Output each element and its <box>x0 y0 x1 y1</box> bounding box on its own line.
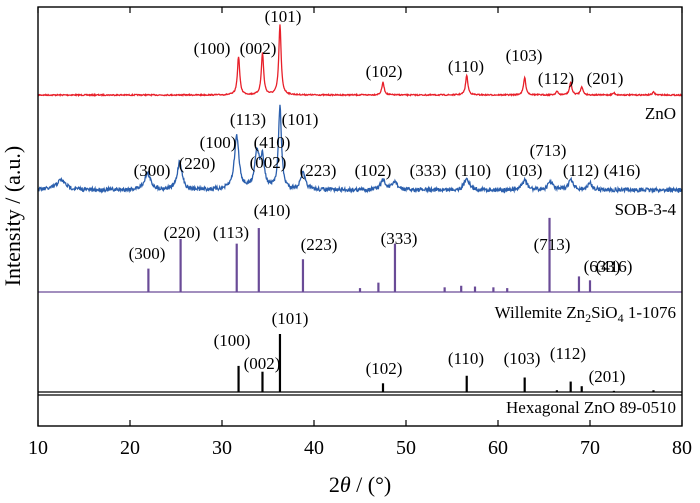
peak-label: (101) <box>272 309 309 328</box>
peak-label: (103) <box>506 46 543 65</box>
x-axis-title: 2θ / (°) <box>329 472 391 497</box>
x-tick-label: 80 <box>672 437 692 459</box>
peak-label: (101) <box>282 110 319 129</box>
peak-label: (100) <box>200 133 237 152</box>
x-tick-label: 40 <box>304 437 324 459</box>
peak-label: (416) <box>596 257 633 276</box>
peak-label: (110) <box>448 349 484 368</box>
series-label: Hexagonal ZnO 89-0510 <box>506 398 676 417</box>
peak-label: (416) <box>604 161 641 180</box>
series-label: ZnO <box>645 104 676 123</box>
peak-label: (112) <box>538 69 574 88</box>
peak-label: (103) <box>506 161 543 180</box>
peak-label: (220) <box>179 154 216 173</box>
peak-label: (333) <box>381 229 418 248</box>
peak-label: (100) <box>214 331 251 350</box>
series-zno: ZnO (100) (002) (101) (102) (110) (103) (112) (2… <box>37 7 683 123</box>
x-tick-label: 10 <box>28 437 48 459</box>
y-axis-title: Intensity / (a.u.) <box>0 146 25 287</box>
x-tick-label: 70 <box>580 437 600 459</box>
pattern-panels: ZnO(100) (002)(101)(102) (110)(103)(112) (2… <box>37 7 683 417</box>
pattern-line <box>37 24 683 98</box>
x-axis: 10 20 30 40 50 60 70 80 <box>28 7 692 459</box>
peak-label: (112) <box>563 161 599 180</box>
series-label: Willemite Zn2SiO4 1-1076 <box>495 303 676 325</box>
peak-label: (223) <box>301 235 338 254</box>
peak-label: (102) <box>366 359 403 378</box>
peak-label: (103) <box>504 349 541 368</box>
peak-label: (102) <box>355 161 392 180</box>
series-hexagonal-zno-89-0510: Hexagonal ZnO 89-0510 (100) (002) (101) (102… <box>38 309 682 417</box>
series-label: SOB-3-4 <box>615 200 677 219</box>
peak-label: (002) <box>250 153 287 172</box>
peak-label: (112) <box>550 344 586 363</box>
peak-label: (300) <box>134 161 171 180</box>
x-tick-label: 60 <box>488 437 508 459</box>
peak-label: (100) <box>194 39 231 58</box>
peak-label: (002) <box>240 39 277 58</box>
peak-label: (220) <box>164 223 201 242</box>
x-tick-label: 30 <box>212 437 232 459</box>
pattern-line <box>37 104 683 194</box>
peak-label: (713) <box>530 141 567 160</box>
peak-label: (633) <box>584 257 621 276</box>
peak-label: (113) <box>213 223 249 242</box>
peak-label: (410) <box>254 133 291 152</box>
series-willemite-zn-sio-1-1076: Willemite Zn2SiO4 1-1076 (300) (220) (113) (… <box>38 201 682 325</box>
x-tick-label: 50 <box>396 437 416 459</box>
peak-label: (410) <box>254 201 291 220</box>
peak-label: (300) <box>129 244 166 263</box>
peak-label: (102) <box>366 62 403 81</box>
peak-label: (201) <box>589 367 626 386</box>
peak-label: (333) <box>410 161 447 180</box>
peak-label: (223) <box>300 161 337 180</box>
series-sob-3-4: SOB-3-4(300) (220)(100)(113)(410)(002)(10… <box>37 104 683 219</box>
peak-label: (110) <box>455 161 491 180</box>
x-tick-label: 20 <box>120 437 140 459</box>
peak-label: (101) <box>265 7 302 26</box>
peak-label: (201) <box>587 69 624 88</box>
plot-frame <box>37 6 683 427</box>
peak-label: (713) <box>534 235 571 254</box>
peak-label: (110) <box>448 57 484 76</box>
peak-label: (002) <box>244 354 281 373</box>
peak-label: (113) <box>230 110 266 129</box>
